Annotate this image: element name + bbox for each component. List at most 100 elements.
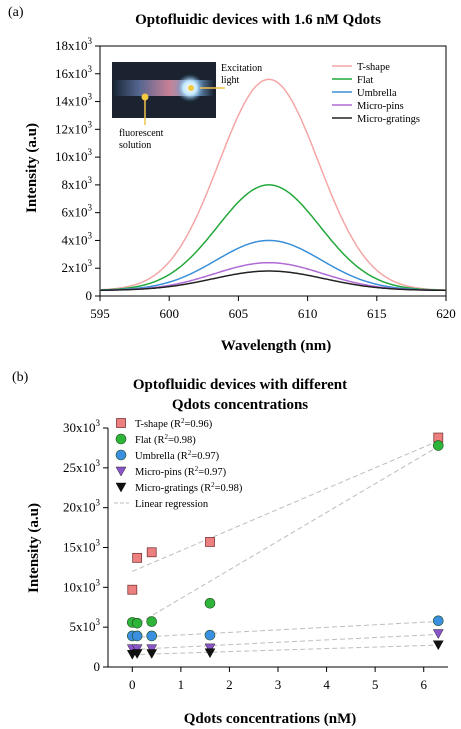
chart-b-regression-line xyxy=(132,620,439,639)
chart-a-x-ticks: 595 600 605 610 615 620 xyxy=(90,296,456,321)
chart-b-legend-swatch xyxy=(116,418,126,428)
panel-a-label: (a) xyxy=(8,5,24,20)
chart-a-y-tick-label: 8x103 xyxy=(62,175,93,192)
chart-a-plot xyxy=(99,45,447,297)
chart-a-x-tick-label: 610 xyxy=(298,306,318,321)
chart-b-point xyxy=(204,629,216,641)
chart-b-point xyxy=(131,630,143,642)
chart-b-point xyxy=(204,648,216,659)
chart-b-y-tick-label: 0 xyxy=(94,659,101,674)
excitation-pointer-dot xyxy=(188,85,194,91)
chart-a-y-tick-label: 16x103 xyxy=(55,64,93,81)
chart-b-legend-label: Linear regression xyxy=(135,499,209,510)
chart-a-y-tick-label: 18x103 xyxy=(55,36,93,53)
chart-a-legend-label: Umbrella xyxy=(357,88,397,99)
chart-b-points xyxy=(126,432,444,660)
chart-b-y-label: Intensity (a.u) xyxy=(26,503,42,593)
chart-a-legend-label: Flat xyxy=(357,75,373,86)
inset-photo: Excitation light fluorescent solution xyxy=(112,62,262,151)
chart-b-regression-line xyxy=(132,644,439,656)
chart-b-legend-label: Umbrella (R2=0.97) xyxy=(135,449,220,462)
chart-b-point xyxy=(432,440,444,451)
chart-a-y-tick-label: 0 xyxy=(86,288,93,303)
chart-b-point xyxy=(146,644,158,655)
chart-a-y-tick-label: 14x103 xyxy=(55,92,93,109)
chart-b-legend-swatch xyxy=(115,482,127,493)
chart-b-legend-label: T-shape (R2=0.96) xyxy=(135,417,213,430)
chart-a-x-tick-label: 605 xyxy=(229,306,249,321)
chart-b-regression-lines xyxy=(132,440,439,656)
chart-b-legend-label: Flat (R2=0.98) xyxy=(135,433,196,446)
chart-a-x-tick-label: 595 xyxy=(90,306,110,321)
chart-b-x-tick-label: 1 xyxy=(178,677,185,692)
chart-a-x-label: Wavelength (nm) xyxy=(221,338,331,354)
chart-b-legend-swatch xyxy=(115,433,127,445)
chart-b-y-tick-label: 30x103 xyxy=(63,418,101,435)
chart-a-title: Optofluidic devices with 1.6 nM Qdots xyxy=(135,12,381,28)
chart-b-x-tick-label: 6 xyxy=(420,677,427,692)
chart-a-legend-label: Micro-pins xyxy=(357,101,404,112)
chart-b-point xyxy=(127,584,138,595)
chart-b-point xyxy=(131,649,143,659)
chart-b-y-tick-label: 25x103 xyxy=(63,458,101,475)
chart-b-point xyxy=(205,537,215,547)
chart-a-frame xyxy=(99,45,447,297)
panel-a: (a) Optofluidic devices with 1.6 nM Qdot… xyxy=(8,5,456,354)
chart-a-series-line xyxy=(99,78,447,291)
chart-a-y-ticks: 0 2x103 4x103 6x103 8x103 10x103 12x103 14x103 1… xyxy=(55,36,100,303)
chart-a-y-tick-label: 10x103 xyxy=(55,147,93,164)
excitation-label-1: Excitation xyxy=(221,63,262,74)
chart-b-legend-swatch xyxy=(115,466,127,477)
chart-a-x-tick-label: 620 xyxy=(436,306,456,321)
chart-b-x-tick-label: 2 xyxy=(226,677,233,692)
chart-b-point xyxy=(146,649,158,659)
panel-b: (b) Optofluidic devices with different Q… xyxy=(12,370,448,727)
chart-b-legend-label: Micro-gratings (R2=0.98) xyxy=(135,481,243,494)
chart-b-y-tick-label: 15x103 xyxy=(63,538,101,555)
chart-b-point xyxy=(131,644,143,655)
chart-b-point xyxy=(132,552,143,563)
chart-b-point xyxy=(432,629,444,639)
chart-a-y-tick-label: 12x103 xyxy=(55,119,93,136)
chart-a-legend-label: Micro-gratings xyxy=(357,114,420,125)
chart-a-series-line xyxy=(99,270,446,292)
chart-b-y-ticks: 0 5x103 10x103 15x103 20x103 25x103 30x103 xyxy=(63,418,108,674)
chart-a-x-tick-label: 615 xyxy=(367,306,387,321)
chart-a-x-tick-label: 600 xyxy=(159,306,179,321)
chart-b-title-line1: Optofluidic devices with different xyxy=(133,377,347,393)
chart-b-y-tick-label: 5x103 xyxy=(70,617,101,634)
chart-b-title-line2: Qdots concentrations xyxy=(172,397,308,413)
chart-b-point xyxy=(432,615,444,627)
chart-b-regression-line xyxy=(132,633,439,650)
chart-a-y-tick-label: 2x103 xyxy=(62,258,93,275)
fluorescent-label-1: fluorescent xyxy=(119,128,164,139)
chart-b-point xyxy=(131,617,143,629)
chart-a-legend-label: T-shape xyxy=(357,62,390,73)
chart-b-point xyxy=(204,597,216,609)
chart-b-point xyxy=(146,616,158,627)
chart-a-y-tick-label: 6x103 xyxy=(62,203,93,220)
chart-b-point xyxy=(432,640,444,651)
chart-a-y-label: Intensity (a.u) xyxy=(24,123,40,213)
chart-b-legend-swatch xyxy=(115,449,127,461)
chart-b-point xyxy=(146,630,158,642)
fluorescent-label-2: solution xyxy=(119,140,151,151)
chart-b-y-tick-label: 10x103 xyxy=(63,577,101,594)
chart-b-x-ticks: 0 1 2 3 4 5 6 xyxy=(129,667,427,692)
chart-b-x-tick-label: 3 xyxy=(275,677,282,692)
chart-b-x-tick-label: 0 xyxy=(129,677,136,692)
chart-b-x-tick-label: 4 xyxy=(323,677,330,692)
chart-b-y-tick-label: 20x103 xyxy=(63,498,101,515)
chart-b-legend: T-shape (R2=0.96) Flat (R2=0.98) Umbrella … xyxy=(114,417,243,510)
chart-b-point xyxy=(146,547,157,558)
fluorescent-pointer-dot xyxy=(141,93,149,101)
chart-b-legend-label: Micro-pins (R2=0.97) xyxy=(135,465,227,478)
chart-a-legend: T-shape Flat Umbrella Micro-pins Micro-grati… xyxy=(332,62,420,125)
chart-a-series xyxy=(99,78,447,292)
excitation-label-2: light xyxy=(221,75,240,86)
chart-a-series-line xyxy=(99,184,446,291)
chart-b-x-tick-label: 5 xyxy=(372,677,379,692)
chart-b-plot xyxy=(107,428,448,668)
chart-a-series-line xyxy=(99,239,446,292)
